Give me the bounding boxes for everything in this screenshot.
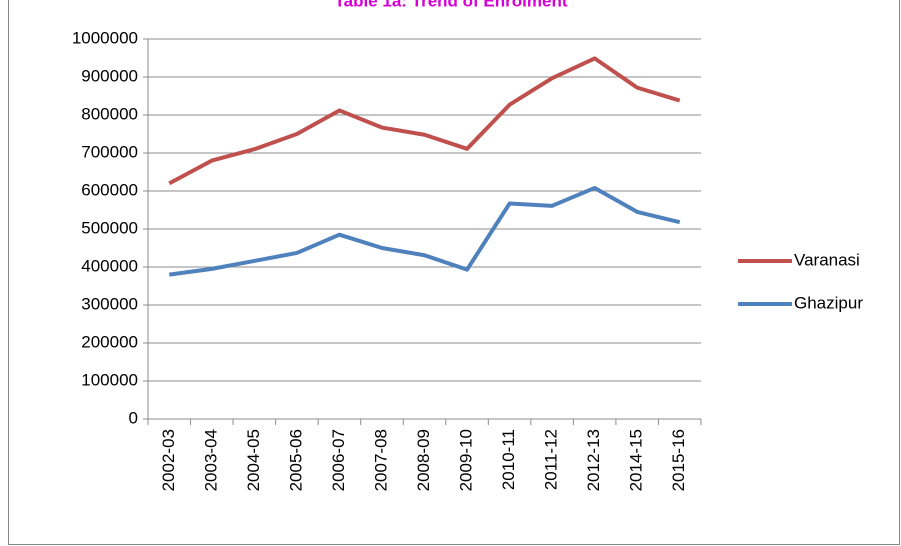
legend-label: Ghazipur [794, 293, 863, 312]
chart-frame [8, 0, 900, 545]
x-tick-label: 2006-07 [329, 429, 348, 491]
x-tick-label: 2012-13 [584, 429, 603, 491]
x-tick-label: 2004-05 [244, 429, 263, 491]
y-tick-label: 300000 [81, 294, 138, 313]
x-tick-label: 2003-04 [201, 429, 220, 491]
y-tick-label: 400000 [81, 256, 138, 275]
series-line [168, 56, 681, 186]
y-tick-label: 700000 [81, 142, 138, 161]
y-tick-label: 1000000 [72, 28, 138, 47]
x-tick-label: 2011-12 [542, 429, 561, 490]
legend-label: Varanasi [794, 250, 860, 269]
y-tick-label: 100000 [81, 370, 138, 389]
chart-title: Table 1a: Trend of Enrolment [335, 0, 568, 10]
y-tick-label: 900000 [81, 66, 138, 85]
x-tick-label: 2014-15 [627, 429, 646, 491]
y-tick-label: 200000 [81, 332, 138, 351]
y-tick-label: 600000 [81, 180, 138, 199]
x-tick-label: 2002-03 [159, 429, 178, 491]
x-tick-label: 2010-11 [499, 429, 518, 490]
x-tick-label: 2007-08 [371, 429, 390, 491]
y-tick-label: 800000 [81, 104, 138, 123]
x-tick-label: 2005-06 [286, 429, 305, 491]
x-tick-label: 2008-09 [414, 429, 433, 491]
series-line [169, 185, 681, 277]
x-tick-label: 2015-16 [669, 429, 688, 491]
x-tick-label: 2009-10 [457, 429, 476, 491]
y-tick-label: 0 [129, 408, 138, 427]
y-tick-label: 500000 [81, 218, 138, 237]
